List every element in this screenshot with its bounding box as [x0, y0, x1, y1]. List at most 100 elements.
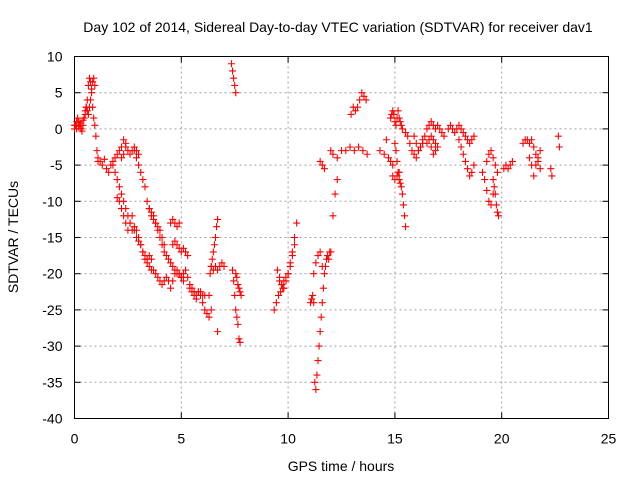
data-point	[324, 252, 332, 260]
data-point	[333, 176, 341, 184]
y-tick-label: 0	[55, 121, 63, 137]
y-tick-label: -10	[42, 193, 62, 209]
y-axis-label: SDTVAR / TECUs	[5, 181, 21, 293]
data-point	[150, 266, 158, 274]
series-arc-33	[423, 132, 439, 147]
data-point	[423, 139, 431, 147]
data-point	[280, 277, 288, 285]
data-point	[461, 157, 469, 165]
data-point	[393, 172, 401, 180]
data-point	[272, 299, 280, 307]
data-point	[312, 386, 320, 394]
data-point	[525, 154, 533, 162]
data-point	[316, 157, 324, 165]
data-point	[124, 212, 132, 220]
data-point	[408, 147, 416, 155]
data-point	[93, 147, 101, 155]
data-point	[446, 121, 454, 129]
data-point	[331, 190, 339, 198]
data-point	[356, 96, 364, 104]
data-point	[213, 223, 221, 231]
data-point	[205, 291, 213, 299]
data-point	[327, 147, 335, 155]
data-point	[201, 306, 209, 314]
data-point	[158, 241, 166, 249]
data-point	[173, 223, 181, 231]
data-point	[117, 154, 125, 162]
data-point	[398, 190, 406, 198]
data-point	[126, 150, 134, 158]
data-point	[404, 132, 412, 140]
data-point	[130, 223, 138, 231]
grid-lines	[74, 56, 609, 419]
data-point	[376, 147, 384, 155]
data-point	[396, 118, 404, 126]
data-point	[470, 161, 478, 169]
data-point	[402, 223, 410, 231]
data-point	[98, 161, 106, 169]
series-arc-23	[310, 248, 326, 278]
chart-title: Day 102 of 2014, Sidereal Day-to-day VTE…	[83, 19, 593, 35]
data-point	[461, 132, 469, 140]
data-point	[387, 157, 395, 165]
data-point	[440, 132, 448, 140]
data-point	[169, 277, 177, 285]
data-point	[135, 234, 143, 241]
data-point	[237, 291, 245, 299]
data-point	[94, 154, 102, 162]
x-axis-tick-labels: 0 5 10 15 20 25	[71, 431, 617, 447]
data-point	[232, 306, 240, 314]
series-arc-35	[444, 121, 467, 137]
data-point	[394, 107, 402, 115]
data-point	[536, 147, 544, 155]
data-point	[355, 143, 363, 151]
data-point	[468, 168, 476, 176]
data-point	[423, 125, 431, 133]
data-point	[282, 273, 290, 281]
data-point	[206, 270, 214, 278]
data-point	[175, 219, 183, 227]
data-point	[347, 110, 355, 118]
data-point	[525, 139, 533, 147]
data-point	[554, 132, 562, 140]
series-arc-34	[427, 143, 442, 158]
data-point	[208, 255, 216, 263]
data-point	[236, 338, 244, 346]
data-point	[169, 215, 177, 223]
data-point	[397, 121, 405, 129]
series-arc-45	[547, 132, 563, 180]
data-point	[455, 136, 463, 144]
series-arc-6	[109, 161, 155, 263]
data-point	[427, 143, 435, 151]
data-point	[273, 266, 281, 274]
series-arc-17	[229, 266, 244, 346]
data-point	[333, 154, 341, 162]
data-point	[182, 248, 190, 256]
data-point	[229, 266, 237, 274]
data-point	[457, 125, 465, 133]
data-point	[466, 172, 474, 180]
data-point	[311, 378, 319, 386]
data-point	[402, 129, 410, 137]
series-arc-43	[525, 147, 544, 180]
data-point	[126, 219, 134, 227]
data-point	[318, 262, 326, 270]
data-point	[235, 335, 243, 343]
series-arc-41	[500, 157, 516, 173]
data-point	[494, 212, 502, 220]
data-point	[317, 313, 325, 321]
data-point	[111, 154, 119, 162]
data-point	[530, 143, 538, 151]
data-point	[230, 74, 238, 82]
data-point	[483, 186, 491, 194]
data-point	[207, 306, 215, 314]
data-point	[363, 150, 371, 158]
data-point	[391, 176, 399, 184]
data-point	[401, 212, 409, 220]
data-point	[92, 132, 100, 140]
data-point	[309, 291, 317, 299]
series-arc-36	[455, 136, 478, 180]
data-point	[417, 143, 425, 151]
x-tick-label: 20	[494, 431, 510, 447]
data-point	[310, 270, 318, 278]
